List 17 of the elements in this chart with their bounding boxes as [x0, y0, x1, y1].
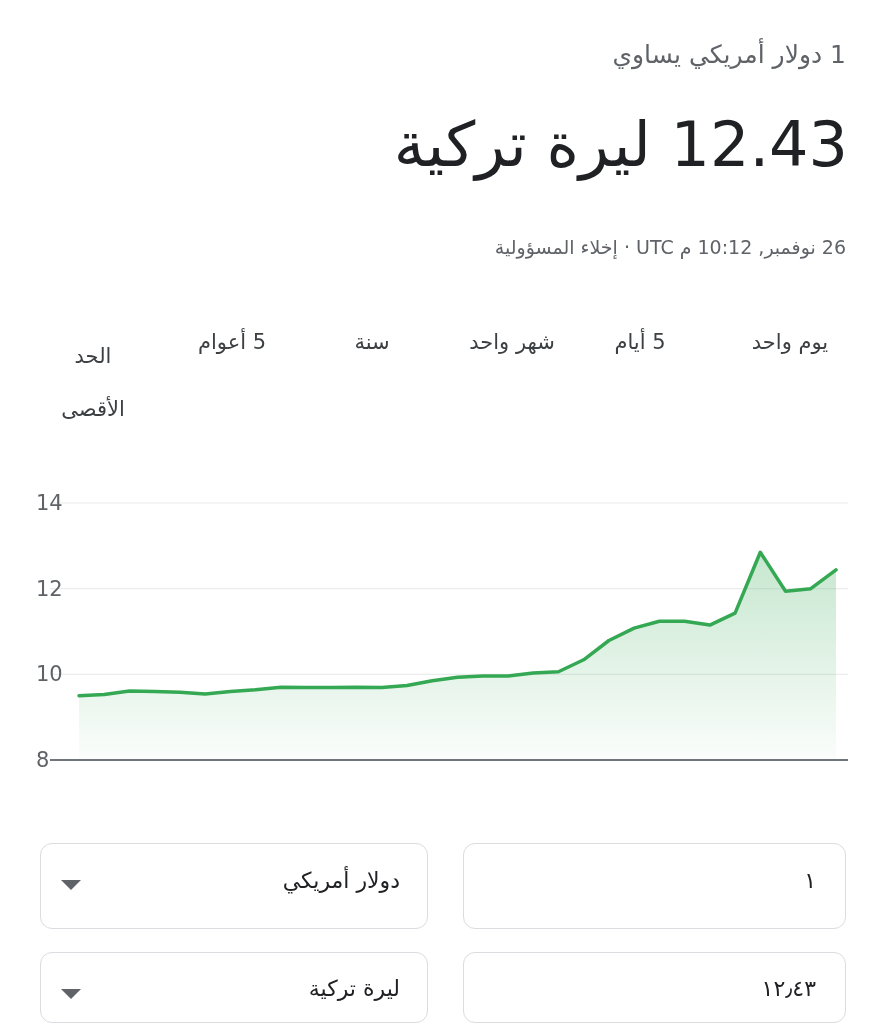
text: ١٢٫٤٣ — [761, 976, 816, 1001]
text: 5 أعوام — [197, 330, 267, 354]
text: الحد الأقصى — [61, 344, 125, 421]
y-tick-label: 12 — [36, 576, 63, 601]
y-tick-label: 8 — [36, 748, 50, 772]
text: ١ — [804, 868, 816, 893]
text: ليرة تركية — [308, 976, 400, 1001]
text: سنة — [354, 330, 390, 354]
text: شهر واحد — [469, 330, 555, 354]
chart-subtitle: 12.43 ليرة تركية — [393, 108, 848, 181]
chart-title: 1 دولار أمريكي يساوي — [612, 40, 846, 69]
text: 5 أيام — [614, 330, 666, 354]
text: 26 نوفمبر, 10:12 م UTC · إخلاء المسؤولية — [494, 236, 846, 258]
y-tick-label: 14 — [36, 491, 63, 515]
y-tick-label: 10 — [36, 662, 63, 687]
text: يوم واحد — [751, 330, 829, 354]
text: دولار أمريكي — [282, 868, 400, 893]
